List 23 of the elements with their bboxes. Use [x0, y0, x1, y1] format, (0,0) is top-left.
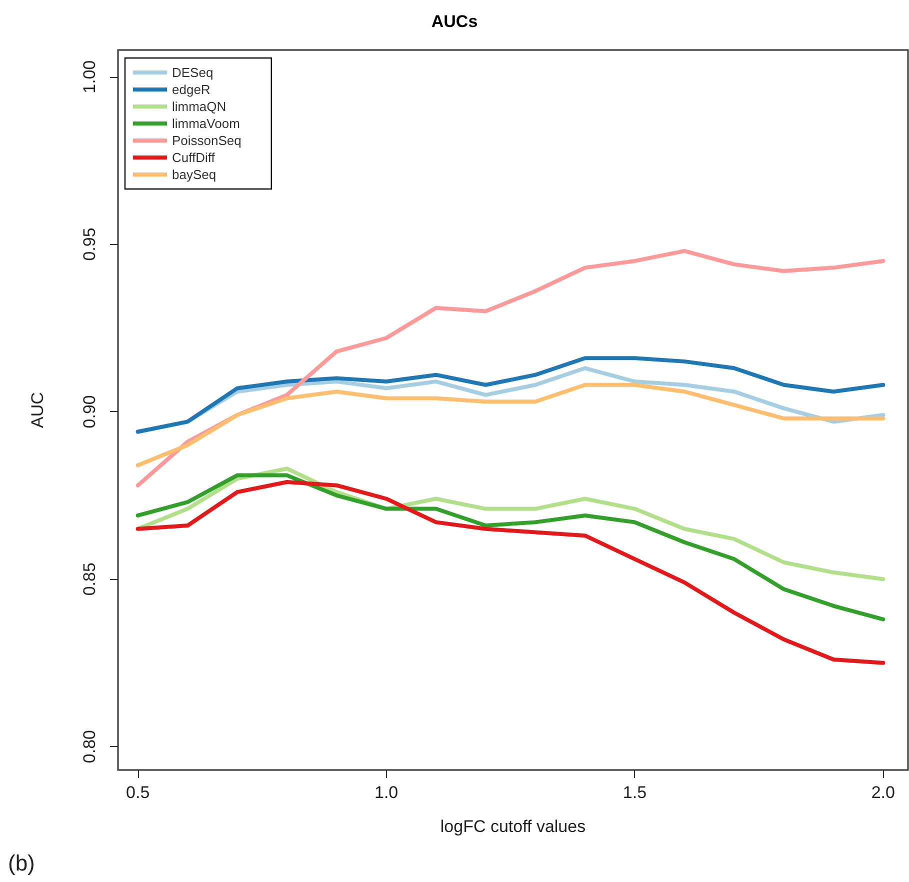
line-series — [136, 473, 886, 622]
y-tick-label: 0.85 — [80, 562, 99, 596]
x-axis-title: logFC cutoff values — [440, 817, 586, 836]
chart-title: AUCs — [431, 12, 478, 31]
x-tick-label: 1.0 — [374, 783, 398, 802]
line-series — [136, 480, 886, 665]
x-tick-label: 2.0 — [871, 783, 895, 802]
x-tick-label: 1.5 — [622, 783, 647, 802]
legend-label: PoissonSeq — [172, 133, 242, 148]
y-tick-label: 0.95 — [80, 228, 99, 261]
x-tick-label: 0.5 — [126, 783, 150, 802]
legend-label: CuffDiff — [172, 150, 216, 165]
y-tick-label: 0.80 — [80, 730, 99, 764]
legend-label: limmaVoom — [172, 116, 240, 131]
text: (b) — [8, 850, 35, 876]
legend-label: DESeq — [172, 65, 214, 80]
legend-label: limmaQN — [172, 99, 226, 114]
legend-label: baySeq — [172, 167, 216, 182]
line-series — [136, 382, 886, 468]
y-tick-label: 0.90 — [80, 395, 99, 428]
legend-label: edgeR — [172, 82, 210, 97]
y-axis-title: AUC — [28, 392, 47, 428]
y-tick-label: 1.00 — [80, 60, 99, 94]
